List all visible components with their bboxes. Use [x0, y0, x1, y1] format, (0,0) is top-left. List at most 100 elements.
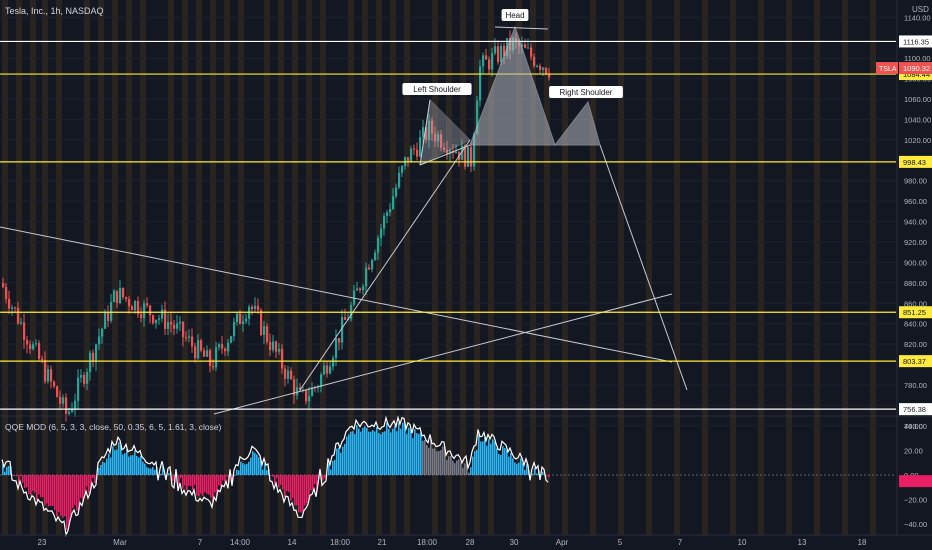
- qqe-tick-label: −20.00: [904, 496, 927, 505]
- qqe-bar: [68, 475, 70, 526]
- candle-body: [233, 322, 236, 337]
- qqe-bar: [386, 422, 388, 475]
- qqe-bar: [40, 475, 42, 498]
- session-stripe: [544, 0, 550, 535]
- candle-body: [377, 237, 380, 253]
- qqe-bar: [160, 473, 162, 475]
- qqe-bar: [240, 461, 242, 475]
- qqe-bar: [400, 428, 402, 475]
- candle-body: [98, 336, 101, 345]
- ticker-tag: [876, 62, 898, 75]
- qqe-bar: [418, 433, 420, 475]
- qqe-bar: [368, 431, 370, 475]
- qqe-bar: [140, 455, 142, 475]
- session-stripe: [446, 0, 452, 535]
- qqe-bar: [20, 475, 22, 477]
- left-shoulder-label: Left Shoulder: [402, 83, 472, 95]
- candle-body: [194, 346, 197, 359]
- qqe-bar: [168, 473, 170, 475]
- qqe-bar: [498, 454, 500, 475]
- qqe-bar: [26, 475, 28, 488]
- level-price-tag: [899, 306, 932, 319]
- qqe-bar: [414, 429, 416, 475]
- qqe-bar: [294, 475, 296, 506]
- qqe-bar: [30, 475, 32, 496]
- candle-body: [83, 375, 86, 384]
- level-price-tag: [899, 355, 932, 368]
- session-stripe: [210, 0, 216, 535]
- session-stripe: [432, 0, 438, 535]
- qqe-bar: [56, 475, 58, 516]
- qqe-bar: [194, 475, 196, 486]
- candle-body: [455, 151, 458, 154]
- qqe-bar: [432, 448, 434, 475]
- session-stripe: [348, 0, 354, 535]
- qqe-bar: [390, 432, 392, 475]
- qqe-bar: [492, 439, 494, 475]
- session-stripes: [2, 0, 876, 535]
- session-stripe: [30, 0, 36, 535]
- uptrend-line: [213, 293, 673, 415]
- qqe-bar: [248, 461, 250, 475]
- qqe-bar: [38, 475, 40, 495]
- candle-body: [464, 145, 467, 167]
- candle-body: [392, 196, 395, 209]
- qqe-bar: [172, 475, 174, 481]
- candle-body: [362, 286, 365, 291]
- qqe-bar: [148, 468, 150, 475]
- candle-body: [236, 313, 239, 323]
- current-price-text: 1090.32: [903, 64, 930, 73]
- qqe-bar: [416, 433, 418, 475]
- candle-body: [95, 344, 98, 362]
- qqe-bar: [312, 475, 314, 490]
- qqe-tick-label: −40.00: [904, 520, 927, 529]
- head-top-line: [494, 26, 549, 30]
- time-tick-label: Mar: [113, 538, 127, 547]
- qqe-bar: [364, 426, 366, 475]
- qqe-bar: [336, 448, 338, 475]
- candle-body: [2, 282, 5, 288]
- qqe-bar: [324, 475, 326, 478]
- candle-body: [263, 326, 266, 335]
- candle-body: [143, 303, 146, 319]
- qqe-bar: [238, 470, 240, 475]
- candle-body: [155, 319, 158, 324]
- qqe-bar: [22, 475, 24, 483]
- level-price-tag: [899, 403, 932, 416]
- session-stripe: [842, 0, 848, 535]
- candle-body: [29, 344, 32, 350]
- qqe-bar: [118, 442, 120, 475]
- time-tick-label: 10: [738, 538, 747, 547]
- qqe-bar: [76, 475, 78, 511]
- qqe-bar: [542, 471, 544, 475]
- candle-body: [497, 46, 500, 62]
- qqe-bar: [372, 430, 374, 475]
- right-shoulder-label-text: Right Shoulder: [560, 88, 613, 97]
- qqe-bar: [328, 463, 330, 475]
- qqe-bar: [428, 447, 430, 475]
- qqe-bar: [90, 475, 92, 489]
- qqe-bar: [116, 449, 118, 475]
- session-stripe: [674, 0, 680, 535]
- qqe-bar: [286, 475, 288, 492]
- qqe-bar: [224, 475, 226, 482]
- qqe-bar: [534, 467, 536, 475]
- qqe-bar: [136, 455, 138, 475]
- time-tick-label: 7: [678, 538, 683, 547]
- session-stripe: [814, 0, 820, 535]
- qqe-bar: [24, 475, 26, 489]
- qqe-bar: [256, 454, 258, 475]
- qqe-bar: [212, 475, 214, 503]
- candle-body: [200, 340, 203, 351]
- qqe-bar: [434, 448, 436, 475]
- session-stripe: [786, 0, 792, 535]
- qqe-bar: [4, 471, 6, 475]
- qqe-bar: [186, 475, 188, 491]
- qqe-bar: [524, 469, 526, 475]
- session-stripe: [474, 0, 480, 535]
- candle-body: [341, 317, 344, 343]
- candle-body: [479, 66, 482, 101]
- candle-body: [527, 47, 530, 49]
- qqe-bar: [218, 475, 220, 486]
